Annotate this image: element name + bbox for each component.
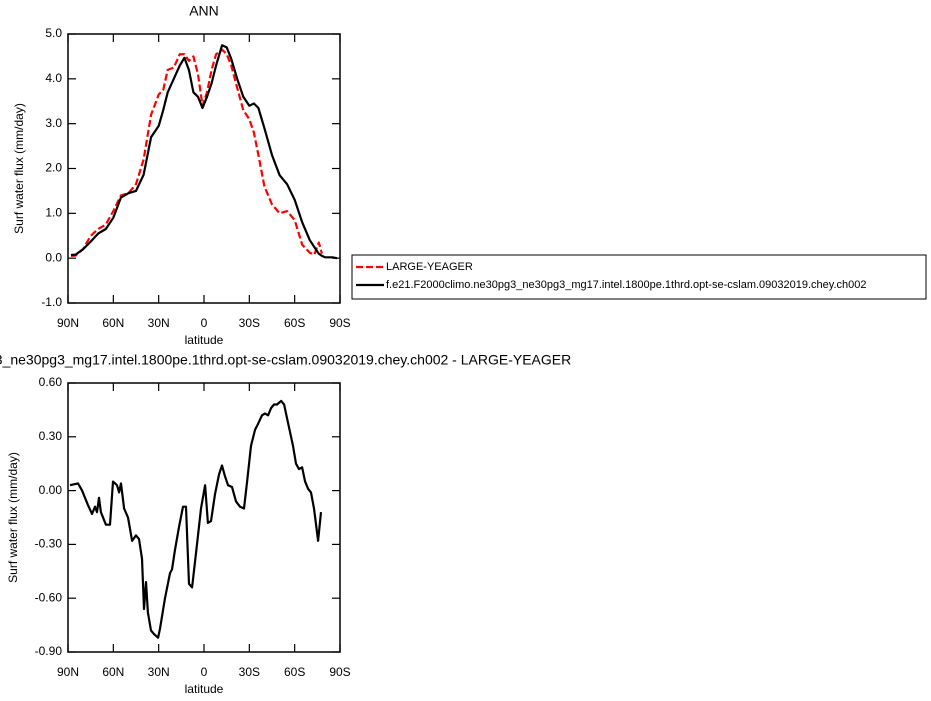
x-tick-label: 90S xyxy=(329,316,350,330)
x-tick-label: 30N xyxy=(148,665,170,679)
y-tick-label: 0.0 xyxy=(45,250,62,264)
y-tick-label: -1.0 xyxy=(41,295,62,309)
legend-label: LARGE-YEAGER xyxy=(386,261,473,273)
y-tick-label: 4.0 xyxy=(45,71,62,85)
x-axis-label: latitude xyxy=(185,682,224,696)
x-tick-label: 30S xyxy=(239,665,260,679)
y-tick-label: 0.30 xyxy=(39,429,63,443)
x-tick-label: 60N xyxy=(102,316,124,330)
x-tick-label: 60S xyxy=(284,665,305,679)
y-tick-label: -0.90 xyxy=(35,644,63,658)
x-tick-label: 30S xyxy=(239,316,260,330)
data-line xyxy=(69,399,323,639)
plot-frame xyxy=(67,382,341,653)
x-tick-label: 60N xyxy=(102,665,124,679)
y-tick-label: 2.0 xyxy=(45,161,62,175)
legend-label: f.e21.F2000climo.ne30pg3_ne30pg3_mg17.in… xyxy=(386,279,866,291)
chart-title: ANN xyxy=(189,3,219,19)
x-tick-label: 90N xyxy=(57,665,79,679)
x-tick-label: 90S xyxy=(329,665,350,679)
y-tick-label: 3.0 xyxy=(45,116,62,130)
y-tick-label: 5.0 xyxy=(45,26,62,40)
legend-box xyxy=(351,254,927,300)
y-tick-label: 0.60 xyxy=(39,375,63,389)
x-tick-label: 90N xyxy=(57,316,79,330)
chart-title: f.e21.F2000climo.ne30pg3_ne30pg3_mg17.in… xyxy=(0,352,571,368)
y-tick-label: -0.30 xyxy=(35,537,63,551)
x-tick-label: 0 xyxy=(201,665,208,679)
x-axis-label: latitude xyxy=(185,333,224,347)
y-axis-label: Surf water flux (mm/day) xyxy=(6,452,20,583)
y-tick-label: 0.00 xyxy=(39,483,63,497)
data-line xyxy=(70,44,338,260)
y-axis-label: Surf water flux (mm/day) xyxy=(12,103,26,234)
x-tick-label: 30N xyxy=(148,316,170,330)
x-tick-label: 60S xyxy=(284,316,305,330)
y-tick-label: -0.60 xyxy=(35,590,63,604)
y-tick-label: 1.0 xyxy=(45,206,62,220)
x-tick-label: 0 xyxy=(201,316,208,330)
plot-frame xyxy=(67,33,341,304)
